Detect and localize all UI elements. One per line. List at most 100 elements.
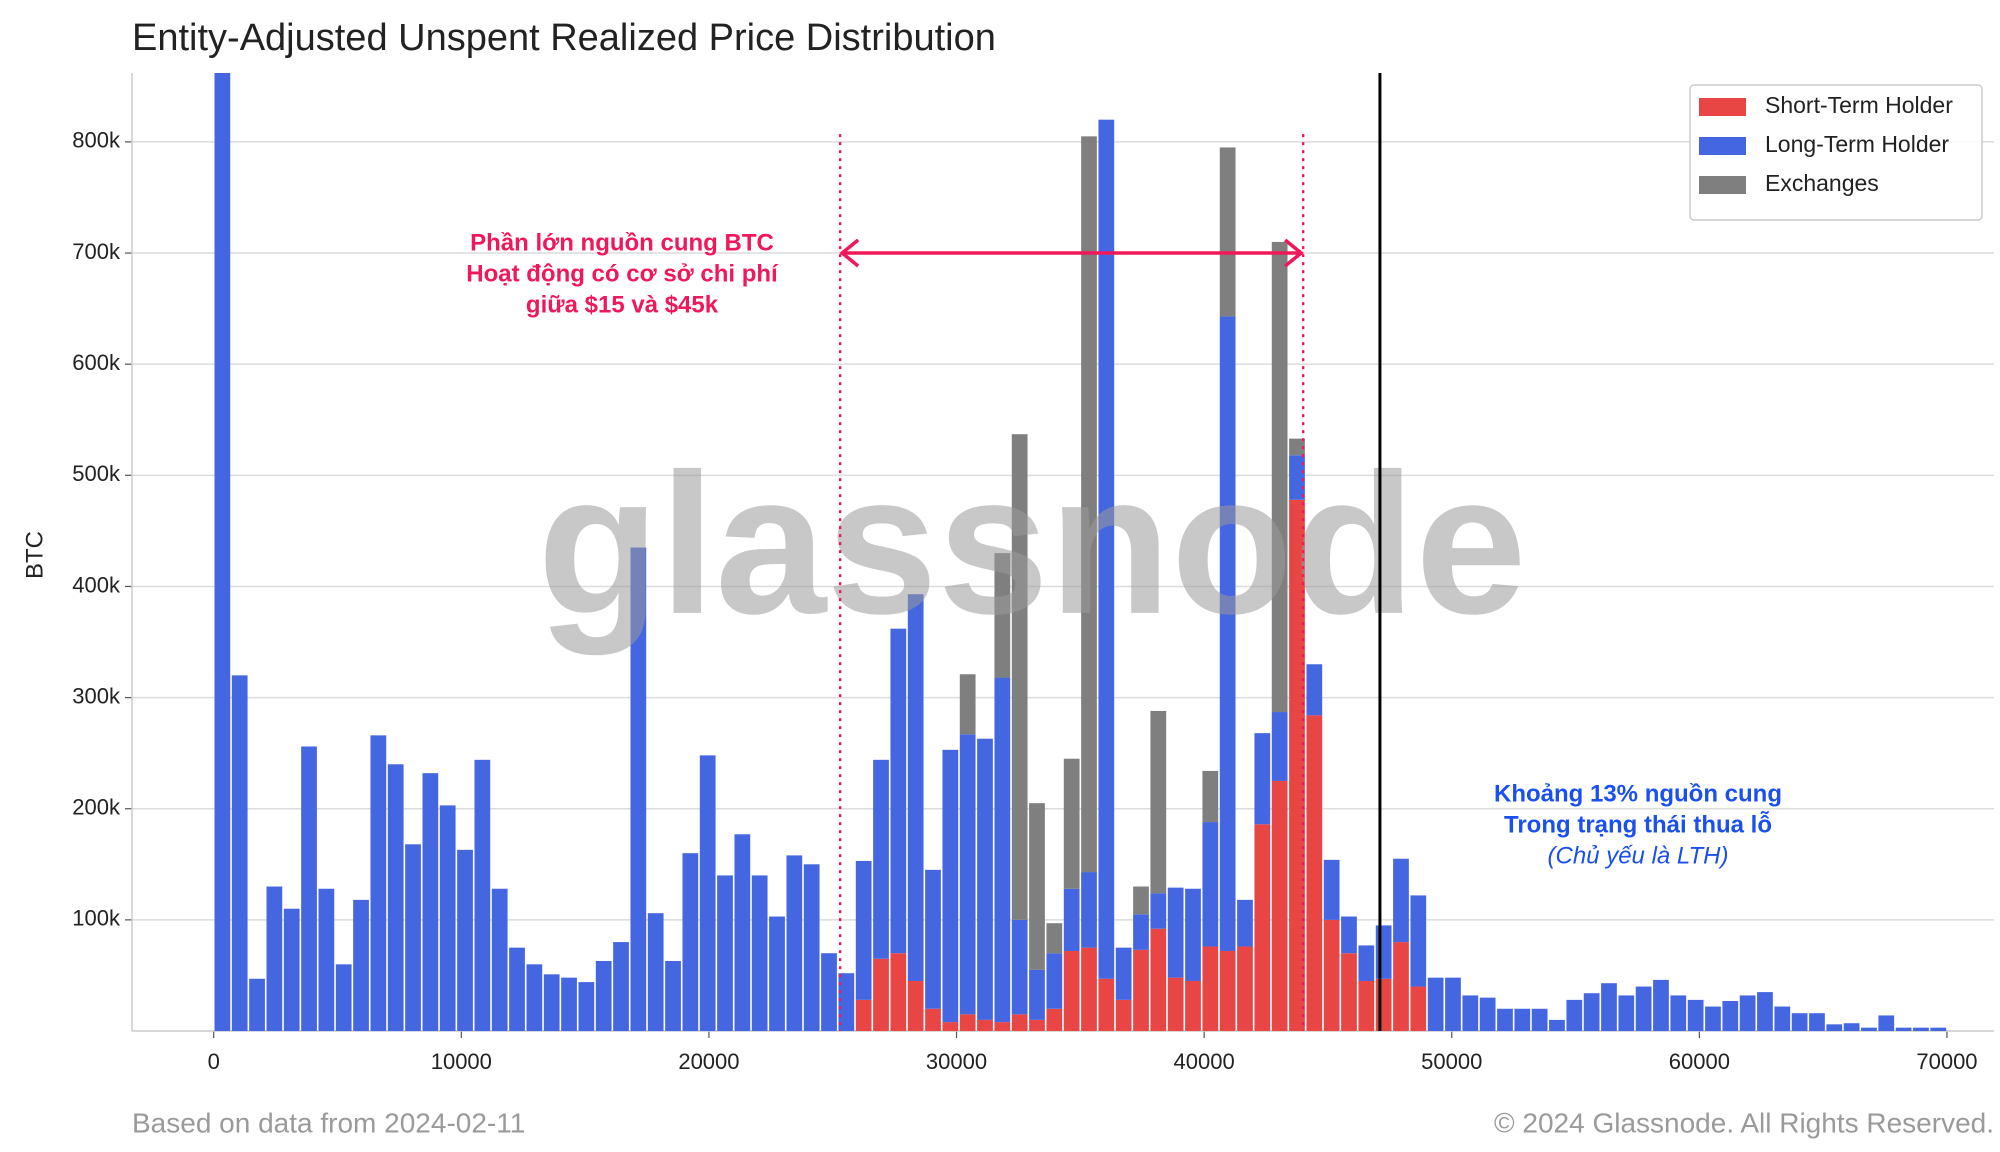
bar-segment — [942, 1022, 959, 1031]
bar-segment — [439, 805, 456, 1031]
bar-segment — [1479, 997, 1496, 1031]
bar-segment — [1011, 1014, 1028, 1031]
bar-segment — [1341, 916, 1357, 954]
bar-segment — [1237, 899, 1253, 947]
bar-segment — [1150, 928, 1167, 1031]
x-tick-label: 60000 — [1669, 1049, 1730, 1074]
bar-segment — [890, 953, 907, 1031]
bar-segment — [1029, 1019, 1045, 1031]
bar-segment — [1687, 999, 1704, 1031]
x-tick-label: 20000 — [678, 1049, 739, 1074]
bar-segment — [1098, 978, 1115, 1031]
bar-segment — [1601, 983, 1617, 1031]
y-axis-label: BTC — [21, 531, 48, 579]
annotation: Trong trạng thái thua lỗ — [1504, 810, 1772, 838]
bar-segment — [231, 675, 248, 1031]
bar-segment — [1809, 1013, 1825, 1031]
bar-segment — [1011, 919, 1028, 1015]
bar-segment — [353, 899, 369, 1031]
bar-segment — [1514, 1008, 1531, 1031]
bar-segment — [1011, 434, 1028, 920]
bar-segment — [1739, 995, 1756, 1031]
bar-segment — [855, 999, 872, 1031]
bar-segment — [977, 738, 993, 1020]
bar-segment — [907, 980, 924, 1031]
bar-segment — [786, 855, 803, 1031]
bar-segment — [1410, 986, 1427, 1031]
bar-segment — [1063, 950, 1080, 1031]
bar-segment — [457, 849, 473, 1031]
bar-segment — [1843, 1023, 1860, 1031]
bar-segment — [474, 759, 491, 1031]
bar-segment — [1081, 136, 1097, 873]
bar-segment — [1358, 980, 1375, 1031]
bar-segment — [491, 888, 508, 1031]
bar-segment — [1150, 710, 1167, 894]
bar-segment — [925, 1008, 941, 1031]
x-tick-label: 0 — [208, 1049, 220, 1074]
bar-segment — [1549, 1019, 1565, 1031]
bar-segment — [873, 759, 889, 959]
annotation: Khoảng 13% nguồn cung — [1494, 780, 1782, 807]
bar-segment — [699, 755, 716, 1031]
bar-segment — [595, 960, 612, 1031]
bar-segment — [1029, 969, 1045, 1020]
bar-segment — [1271, 241, 1288, 713]
bar-segment — [907, 594, 924, 981]
y-tick-label: 400k — [72, 572, 121, 597]
bar-segment — [1202, 946, 1219, 1031]
bar-segment — [665, 960, 681, 1031]
x-tick-label: 30000 — [926, 1049, 987, 1074]
legend-label: Long-Term Holder — [1765, 131, 1949, 157]
bar-segment — [1046, 953, 1063, 1009]
bar-segment — [1202, 770, 1219, 823]
bar-segment — [734, 834, 751, 1031]
bar-segment — [1445, 977, 1461, 1031]
x-tick-label: 50000 — [1421, 1049, 1482, 1074]
annotation: Phần lớn nguồn cung BTC — [470, 229, 774, 256]
bar-segment — [335, 964, 352, 1031]
bar-segment — [1063, 888, 1080, 951]
bar-segment — [1237, 946, 1253, 1031]
bar-segment — [803, 864, 820, 1031]
bar-segment — [1063, 758, 1080, 889]
legend-label: Short-Term Holder — [1765, 92, 1953, 118]
bar-segment — [1618, 995, 1635, 1031]
bar-segment — [1462, 995, 1479, 1031]
footer-left: Based on data from 2024-02-11 — [132, 1107, 525, 1138]
bar-segment — [1202, 822, 1219, 947]
watermark: glassnode — [537, 433, 1526, 656]
bar-segment — [1098, 119, 1115, 979]
bar-segment — [994, 677, 1011, 1023]
bar-segment — [1323, 919, 1340, 1031]
bar-segment — [1254, 824, 1271, 1031]
bar-segment — [266, 886, 283, 1031]
bar-segment — [769, 916, 785, 1031]
legend-swatch — [1699, 137, 1746, 155]
bar-segment — [613, 942, 629, 1031]
arrow-head — [1284, 238, 1304, 268]
bar-segment — [283, 908, 300, 1031]
bar-segment — [994, 1022, 1011, 1031]
bar-segment — [1115, 947, 1132, 1000]
bar-segment — [301, 746, 317, 1031]
footer-right: © 2024 Glassnode. All Rights Reserved. — [1494, 1107, 1994, 1138]
bar-segment — [1566, 999, 1583, 1031]
bar-segment — [1913, 1027, 1929, 1031]
bar-segment — [1323, 859, 1340, 920]
bar-segment — [1895, 1027, 1912, 1031]
chart-title: Entity-Adjusted Unspent Realized Price D… — [132, 17, 996, 59]
bar-segment — [890, 628, 907, 954]
bar-segment — [821, 953, 837, 1031]
bar-segment — [925, 869, 941, 1009]
bar-segment — [1774, 1006, 1791, 1031]
bar-segment — [249, 978, 265, 1031]
bar-segment — [1289, 455, 1305, 500]
bar-segment — [1306, 664, 1323, 716]
bar-segment — [1375, 978, 1392, 1031]
y-tick-label: 200k — [72, 795, 121, 820]
bar-segment — [405, 844, 421, 1031]
bars — [214, 73, 1947, 1031]
bar-segment — [1393, 942, 1409, 1031]
bar-segment — [1115, 999, 1132, 1031]
